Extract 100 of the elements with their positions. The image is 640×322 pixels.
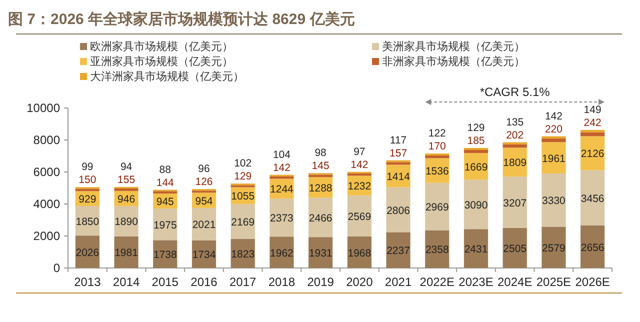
y-tick-label: 2000 (33, 229, 60, 243)
x-tick-label: 2020 (346, 275, 374, 289)
bar (542, 173, 566, 227)
data-label: 142 (544, 110, 563, 122)
data-label: 150 (78, 174, 96, 186)
bar (502, 144, 527, 148)
data-label: 2169 (231, 216, 255, 228)
bar (114, 206, 138, 236)
data-label: 1975 (153, 219, 177, 232)
data-label: 122 (428, 128, 446, 140)
y-tick-label: 4000 (33, 197, 60, 211)
data-label: 3330 (542, 195, 566, 208)
data-label: 2569 (348, 210, 372, 223)
bar (75, 188, 100, 192)
data-label: 1931 (308, 248, 332, 260)
data-label: 1890 (114, 216, 138, 228)
data-label: 1809 (503, 157, 527, 170)
bar (464, 229, 488, 268)
data-label: 2505 (503, 242, 527, 255)
bar (580, 226, 605, 268)
bar (386, 187, 410, 232)
data-label: 99 (82, 161, 94, 174)
data-label: 1961 (542, 152, 566, 165)
y-tick-label: 10000 (26, 101, 60, 115)
x-tick-label: 2017 (230, 275, 257, 289)
bar (542, 142, 566, 174)
data-label: 3456 (580, 192, 604, 205)
data-label: 104 (272, 148, 291, 161)
data-label: 946 (118, 193, 136, 206)
data-label: 135 (506, 116, 524, 128)
y-tick-label: 0 (53, 261, 60, 275)
data-label: 149 (584, 104, 602, 116)
bar (425, 182, 450, 230)
bar (386, 232, 410, 268)
bar (542, 226, 566, 268)
x-tick-label: 2021 (384, 275, 412, 289)
data-label: 2026 (76, 246, 100, 259)
bar (425, 155, 450, 158)
data-label: 1962 (270, 247, 294, 260)
data-label: 1669 (464, 161, 488, 174)
data-label: 3090 (464, 199, 488, 212)
legend-label: 大洋洲家具市场规模（亿美元） (90, 70, 244, 83)
data-label: 1055 (231, 190, 255, 203)
x-tick-label: 2026E (575, 275, 610, 289)
data-label: 2466 (308, 212, 332, 224)
legend-label: 非洲家具市场规模（亿美元） (382, 55, 525, 68)
legend-label: 美洲家具市场规模（亿美元） (382, 40, 525, 53)
bar (386, 164, 410, 188)
data-label: 94 (120, 160, 132, 173)
x-tick-label: 2016 (190, 275, 218, 289)
x-tick-label: 2025E (536, 275, 572, 289)
data-label: 1738 (153, 249, 177, 262)
bar (270, 236, 294, 268)
bar (580, 130, 605, 132)
bar (308, 174, 333, 178)
data-label: 170 (428, 140, 446, 153)
data-label: 155 (118, 174, 136, 186)
data-label: 1288 (308, 182, 332, 194)
data-label: 88 (159, 164, 172, 176)
bar (192, 208, 216, 240)
bar (580, 132, 605, 136)
y-tick-label: 8000 (33, 133, 60, 147)
data-label: 1850 (76, 216, 100, 228)
data-label: 1536 (425, 165, 449, 178)
data-label: 2579 (542, 242, 566, 254)
chart-title: 图 7：2026 年全球家居市场规模预计达 8629 亿美元 (8, 10, 355, 28)
data-label: 102 (234, 158, 252, 170)
data-label: 1968 (348, 247, 372, 260)
data-label: 129 (467, 122, 485, 134)
bar (114, 188, 138, 191)
bar (230, 204, 255, 239)
data-label: 1232 (348, 180, 372, 193)
data-label: 1244 (270, 184, 294, 196)
data-label: 929 (78, 194, 96, 206)
data-label: 1823 (231, 248, 255, 260)
data-label: 242 (584, 116, 602, 129)
data-label: 220 (544, 123, 563, 136)
legend-label: 欧洲家具市场规模（亿美元） (90, 40, 233, 53)
x-tick-label: 2014 (112, 275, 140, 289)
data-label: 142 (350, 158, 368, 171)
x-tick-label: 2018 (268, 275, 296, 289)
x-tick-label: 2022E (420, 275, 454, 289)
data-label: 2021 (192, 219, 216, 232)
data-label: 945 (156, 196, 174, 208)
data-label: 2358 (425, 244, 449, 256)
x-tick-label: 2013 (74, 275, 102, 289)
data-label: 2237 (386, 245, 410, 258)
x-tick-label: 2024E (498, 275, 532, 289)
data-label: 97 (354, 146, 366, 158)
data-label: 117 (390, 134, 407, 146)
bar (502, 176, 527, 228)
x-tick-label: 2019 (307, 275, 334, 289)
data-label: 1734 (192, 249, 216, 262)
data-label: 157 (390, 147, 408, 160)
data-label: 2431 (464, 244, 488, 256)
data-label: 1981 (114, 247, 138, 260)
legend-label: 亚洲家具市场规模（亿美元） (90, 55, 233, 68)
data-label: 185 (467, 134, 485, 147)
data-label: 96 (198, 163, 210, 176)
data-label: 2373 (270, 212, 294, 225)
